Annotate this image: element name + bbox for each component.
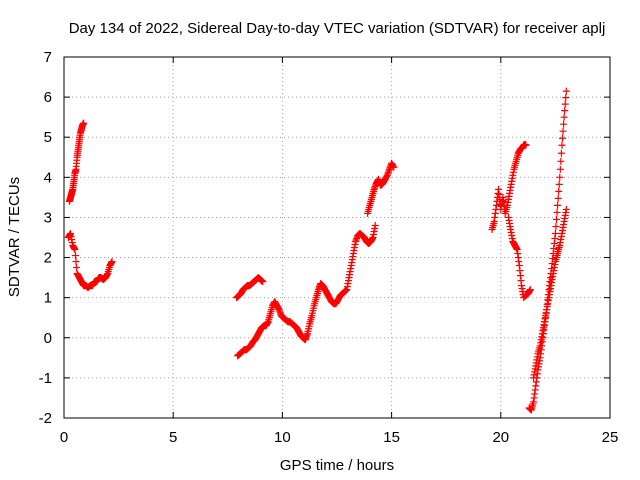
data-point	[557, 149, 565, 157]
axis-ticks	[63, 56, 611, 419]
plot-frame	[63, 56, 611, 419]
data-point	[560, 113, 568, 121]
series-arc7	[504, 213, 534, 302]
data-point	[554, 201, 562, 209]
data-point	[72, 258, 80, 266]
y-tick-label: -2	[39, 410, 52, 427]
y-tick-label: 0	[44, 330, 52, 347]
tick-labels: 0 5 10 15 20 25 -2 -1 0 1 2 3 4 5 6 7	[39, 49, 619, 446]
data-point	[80, 119, 88, 127]
y-tick-label: 4	[44, 169, 52, 186]
data-point	[71, 246, 79, 254]
data-point	[71, 252, 79, 260]
x-axis-label: GPS time / hours	[280, 457, 394, 474]
data-point	[561, 107, 569, 115]
x-tick-label: 10	[274, 429, 291, 446]
data-point	[526, 286, 534, 294]
data-point	[390, 163, 398, 171]
data-point	[560, 120, 568, 128]
chart-title: Day 134 of 2022, Sidereal Day-to-day VTE…	[69, 20, 606, 37]
y-tick-label: -1	[39, 370, 52, 387]
y-tick-label: 2	[44, 250, 52, 267]
x-tick-label: 20	[492, 429, 509, 446]
data-point	[562, 94, 570, 102]
series-arc4	[234, 221, 379, 360]
data-point	[552, 222, 560, 230]
x-tick-label: 0	[60, 429, 68, 446]
y-tick-label: 1	[44, 290, 52, 307]
data-point	[556, 165, 564, 173]
y-tick-label: 7	[44, 49, 52, 66]
data-point	[554, 194, 562, 202]
x-tick-label: 5	[169, 429, 177, 446]
data-point	[555, 187, 563, 195]
series-arc9	[530, 205, 570, 382]
series-arc5	[364, 159, 398, 217]
data-point	[558, 141, 566, 149]
series-arc8	[525, 87, 570, 414]
data-point	[522, 141, 530, 149]
data-point	[561, 100, 569, 108]
data-point	[559, 127, 567, 135]
data-point	[551, 229, 559, 237]
data-point	[73, 264, 81, 272]
grid	[64, 57, 610, 418]
x-tick-label: 15	[383, 429, 400, 446]
y-tick-label: 3	[44, 209, 52, 226]
data-point	[558, 134, 566, 142]
data-points	[64, 87, 570, 414]
data-point	[371, 221, 379, 229]
series-arc1	[65, 119, 88, 205]
data-point	[555, 180, 563, 188]
y-tick-label: 6	[44, 89, 52, 106]
series-arc6	[488, 140, 530, 233]
y-axis-label: SDTVAR / TECUs	[6, 177, 23, 297]
data-point	[562, 87, 570, 95]
data-point	[552, 215, 560, 223]
data-point	[553, 208, 561, 216]
data-point	[562, 205, 570, 213]
y-tick-label: 5	[44, 129, 52, 146]
data-point	[108, 258, 116, 266]
x-tick-label: 25	[602, 429, 619, 446]
data-point	[557, 157, 565, 165]
data-point	[556, 173, 564, 181]
data-point	[259, 278, 267, 286]
series-arc2	[64, 229, 116, 292]
series-arc3	[233, 274, 267, 302]
